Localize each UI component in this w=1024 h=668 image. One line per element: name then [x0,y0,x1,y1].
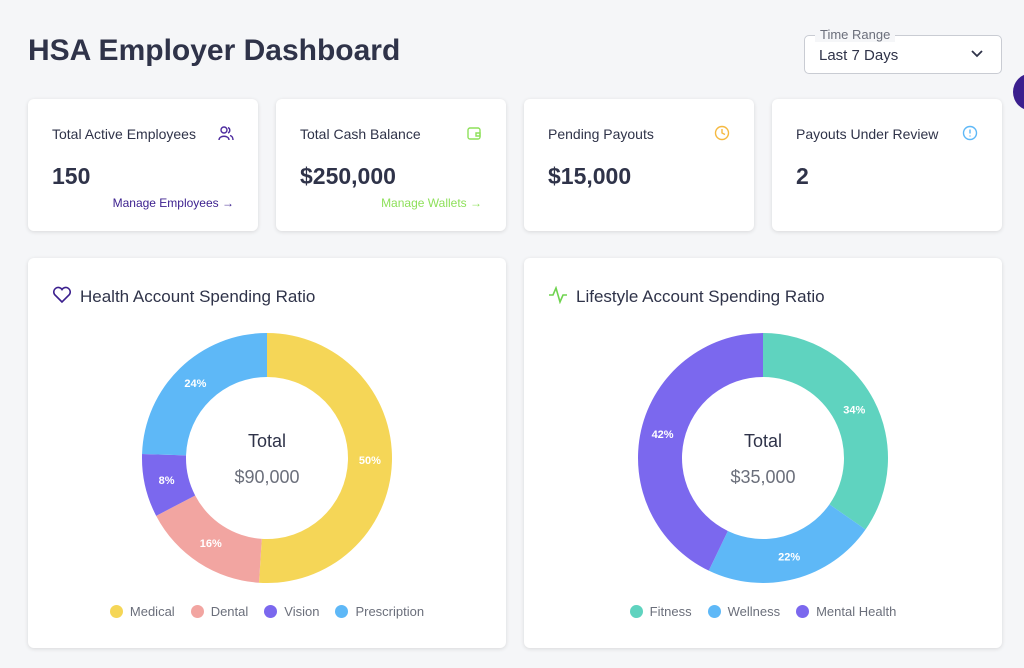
card-title: Pending Payouts [548,126,654,142]
card-link[interactable]: Manage Employees → [112,196,234,210]
data-label: 24% [184,378,206,390]
select-value: Last 7 Days [819,47,899,64]
donut-segment [142,333,267,456]
data-label: 34% [843,404,865,416]
data-label: 22% [778,552,800,564]
donut-segment [142,453,196,516]
legend-item: Dental [190,604,249,619]
stat-card: Payouts Under Review 2 [772,99,1002,231]
legend-swatch [335,605,349,618]
data-label: 50% [359,455,381,467]
legend-swatch [109,605,123,618]
card-title: Payouts Under Review [796,126,939,142]
legend: Medical Dental Vision Prescription [28,604,506,619]
legend-label: Mental Health [816,604,897,619]
legend-label: Vision [284,604,320,619]
legend-swatch [190,605,204,618]
card-link[interactable]: Manage Wallets → [381,196,482,210]
legend-swatch [796,605,810,618]
center-label: Total [248,431,286,451]
stat-card: Total Cash Balance $250,000 Manage Walle… [276,99,506,231]
legend-label: Prescription [355,604,425,619]
center-value: $35,000 [730,467,795,487]
legend-swatch [264,605,278,618]
stat-card: Total Active Employees 150 Manage Employ… [28,99,258,231]
legend-item: Fitness [629,604,692,619]
link-text[interactable]: Manage Employees [112,196,219,210]
donut-chart: 34% 22% 42% Total $35,000 [638,333,889,583]
legend-label: Fitness [649,604,692,619]
center-label: Total [744,431,782,451]
card-value: 150 [52,163,91,189]
legend-swatch [707,605,721,618]
card-value: $250,000 [300,163,396,189]
legend-swatch [629,605,643,618]
heart-icon [52,286,72,304]
stat-card: Pending Payouts $15,000 [524,99,754,231]
time-range-select[interactable]: Time Range Last 7 Days [804,27,1002,74]
chart-panel: Lifestyle Account Spending Ratio 34% 22% 4… [524,258,1002,648]
data-label: 8% [159,475,175,487]
chart-title: Health Account Spending Ratio [80,287,316,306]
center-value: $90,000 [234,467,299,487]
chart-title: Lifestyle Account Spending Ratio [576,287,825,306]
link-text[interactable]: Manage Wallets [381,196,467,210]
legend-item: Prescription [335,604,424,619]
floating-button[interactable] [1013,73,1024,111]
card-title: Total Cash Balance [300,126,421,142]
wallet-icon [467,127,481,140]
info-icon [962,125,978,141]
donut-segment [708,504,866,583]
card-title: Total Active Employees [52,126,196,142]
legend-item: Wellness [707,604,781,619]
legend-label: Wellness [727,604,781,619]
legend-label: Dental [210,604,249,619]
legend-item: Vision [264,604,319,619]
donut-segment [156,495,262,583]
select-label: Time Range [815,27,896,42]
clock-icon [714,125,730,141]
donut-segment [763,333,889,530]
card-value: $15,000 [548,163,632,189]
page-title: HSA Employer Dashboard [28,34,401,67]
data-label: 42% [652,429,674,441]
donut-chart: 50% 16% 8% 24% Total $90,000 [142,333,392,583]
legend-item: Medical [109,604,175,619]
legend-label: Medical [129,604,175,619]
chart-panel: Health Account Spending Ratio 50% 16% 8% 24… [28,258,506,648]
chevron-icon [971,50,983,58]
activity-icon [549,286,567,304]
donut-segment [258,333,392,583]
users-icon [218,126,234,141]
legend: Fitness Wellness Mental Health [524,604,1002,619]
data-label: 16% [200,538,222,550]
legend-item: Mental Health [796,604,896,619]
card-value: 2 [796,163,809,189]
donut-segment [638,333,763,571]
